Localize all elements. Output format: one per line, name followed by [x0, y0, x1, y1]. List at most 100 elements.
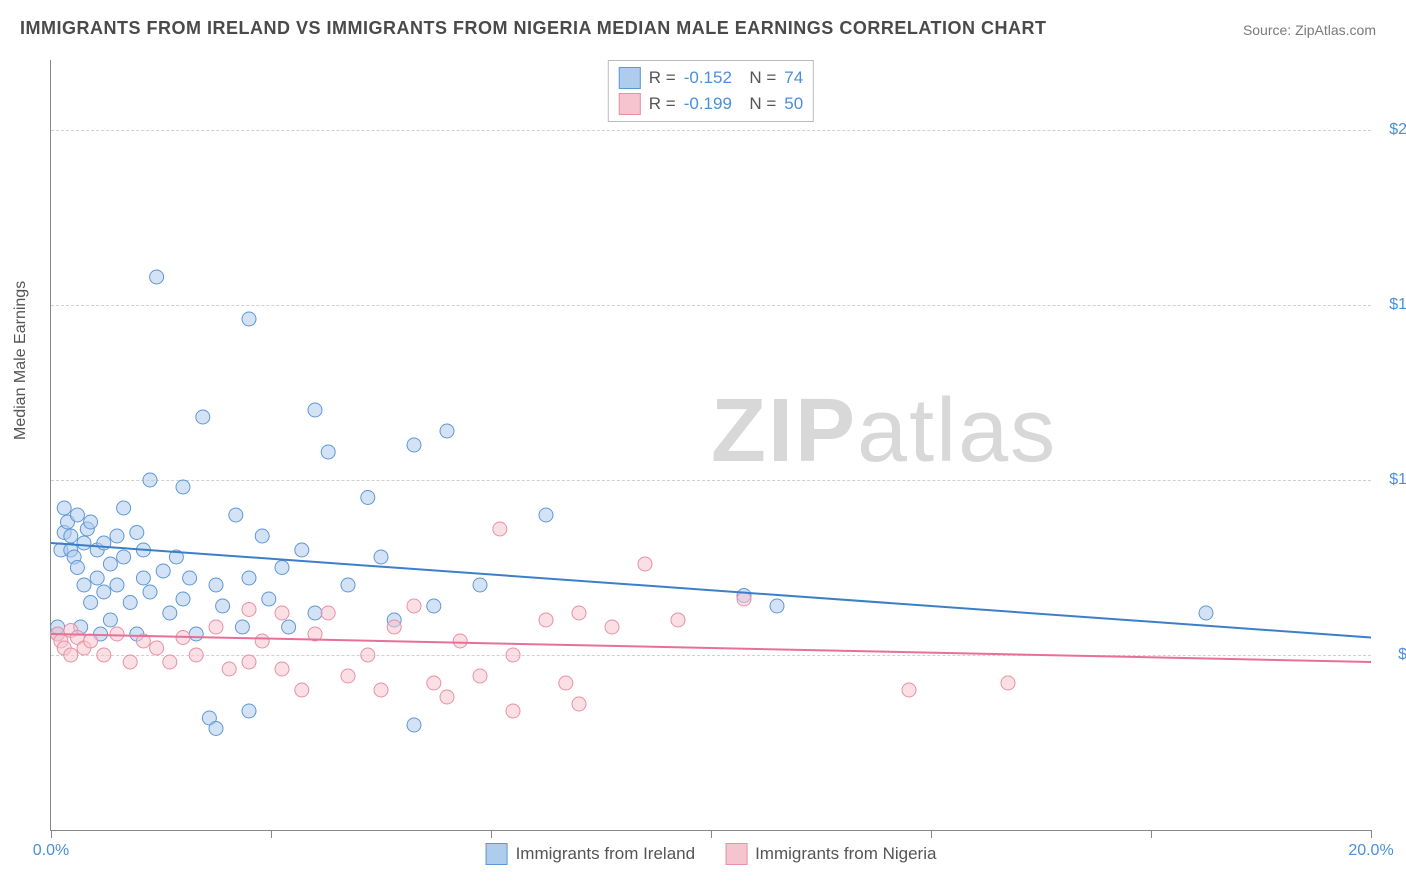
n-value-nigeria: 50 — [784, 94, 803, 114]
data-point — [103, 613, 117, 627]
data-point — [97, 648, 111, 662]
data-point — [189, 648, 203, 662]
regression-line — [51, 543, 1371, 638]
data-point — [572, 606, 586, 620]
data-point — [374, 683, 388, 697]
series-legend: Immigrants from Ireland Immigrants from … — [486, 843, 937, 865]
data-point — [117, 501, 131, 515]
data-point — [638, 557, 652, 571]
data-point — [407, 599, 421, 613]
correlation-legend: R = -0.152 N = 74 R = -0.199 N = 50 — [608, 60, 814, 122]
data-point — [216, 599, 230, 613]
data-point — [150, 270, 164, 284]
y-tick-label: $200,000 — [1389, 121, 1406, 139]
data-point — [143, 585, 157, 599]
data-point — [176, 592, 190, 606]
data-point — [255, 529, 269, 543]
data-point — [229, 508, 243, 522]
x-tick — [931, 830, 932, 838]
y-tick-label: $100,000 — [1389, 471, 1406, 489]
data-point — [275, 662, 289, 676]
data-point — [262, 592, 276, 606]
data-point — [453, 634, 467, 648]
legend-label-ireland: Immigrants from Ireland — [516, 844, 696, 864]
data-point — [163, 606, 177, 620]
data-point — [295, 543, 309, 557]
y-axis-label: Median Male Earnings — [12, 281, 30, 440]
y-tick-label: $150,000 — [1389, 296, 1406, 314]
data-point — [321, 445, 335, 459]
data-point — [361, 648, 375, 662]
data-point — [341, 669, 355, 683]
data-point — [902, 683, 916, 697]
data-point — [84, 515, 98, 529]
chart-plot-area: ZIPatlas $50,000$100,000$150,000$200,000… — [50, 60, 1371, 831]
data-point — [308, 606, 322, 620]
correlation-row-nigeria: R = -0.199 N = 50 — [619, 91, 803, 117]
data-point — [209, 578, 223, 592]
data-point — [143, 473, 157, 487]
data-point — [559, 676, 573, 690]
data-point — [242, 655, 256, 669]
data-point — [235, 620, 249, 634]
data-point — [361, 491, 375, 505]
n-value-ireland: 74 — [784, 68, 803, 88]
data-point — [64, 648, 78, 662]
data-point — [275, 561, 289, 575]
data-point — [209, 620, 223, 634]
x-tick-label: 20.0% — [1348, 842, 1393, 860]
data-point — [242, 312, 256, 326]
data-point — [150, 641, 164, 655]
data-point — [295, 683, 309, 697]
data-point — [321, 606, 335, 620]
data-point — [427, 599, 441, 613]
data-point — [64, 529, 78, 543]
data-point — [242, 603, 256, 617]
x-tick — [711, 830, 712, 838]
x-tick — [51, 830, 52, 838]
legend-item-nigeria: Immigrants from Nigeria — [725, 843, 936, 865]
data-point — [473, 578, 487, 592]
x-tick — [271, 830, 272, 838]
data-point — [275, 606, 289, 620]
swatch-nigeria — [619, 93, 641, 115]
data-point — [123, 655, 137, 669]
data-point — [407, 718, 421, 732]
data-point — [374, 550, 388, 564]
data-point — [130, 526, 144, 540]
data-point — [539, 613, 553, 627]
data-point — [473, 669, 487, 683]
source-label: Source: ZipAtlas.com — [1243, 22, 1376, 38]
data-point — [196, 410, 210, 424]
data-point — [1001, 676, 1015, 690]
swatch-nigeria-bottom — [725, 843, 747, 865]
data-point — [1199, 606, 1213, 620]
data-point — [90, 571, 104, 585]
data-point — [770, 599, 784, 613]
plot-svg — [51, 60, 1371, 830]
data-point — [97, 585, 111, 599]
data-point — [506, 648, 520, 662]
data-point — [440, 424, 454, 438]
data-point — [605, 620, 619, 634]
r-value-ireland: -0.152 — [684, 68, 732, 88]
data-point — [506, 704, 520, 718]
data-point — [440, 690, 454, 704]
correlation-row-ireland: R = -0.152 N = 74 — [619, 65, 803, 91]
data-point — [176, 480, 190, 494]
data-point — [156, 564, 170, 578]
data-point — [387, 620, 401, 634]
data-point — [84, 634, 98, 648]
data-point — [110, 529, 124, 543]
x-tick — [491, 830, 492, 838]
data-point — [671, 613, 685, 627]
data-point — [493, 522, 507, 536]
swatch-ireland — [619, 67, 641, 89]
data-point — [539, 508, 553, 522]
data-point — [242, 571, 256, 585]
data-point — [407, 438, 421, 452]
data-point — [70, 561, 84, 575]
chart-title: IMMIGRANTS FROM IRELAND VS IMMIGRANTS FR… — [20, 18, 1046, 39]
data-point — [189, 627, 203, 641]
r-value-nigeria: -0.199 — [684, 94, 732, 114]
